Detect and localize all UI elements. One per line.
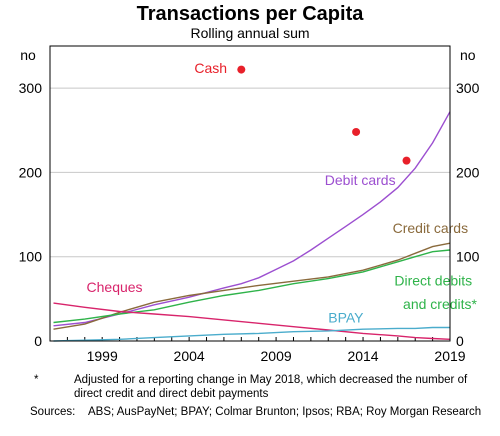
y-tick-left-100: 100 <box>19 249 43 265</box>
series-label-credit: Credit cards <box>393 220 468 236</box>
series-labels: Debit cards Credit cards Direct debits and … <box>87 60 478 325</box>
x-tick-2009: 2009 <box>261 348 292 364</box>
cash-point <box>237 65 246 74</box>
x-tick-2014: 2014 <box>347 348 378 364</box>
y-tick-left-300: 300 <box>19 80 43 96</box>
y-unit-left: no <box>20 47 36 63</box>
series-label-debit: Debit cards <box>325 172 396 188</box>
series-line-bpay <box>53 326 450 342</box>
sources: Sources: ABS; AusPayNet; BPAY; Colmar Br… <box>30 405 490 419</box>
sources-label: Sources: <box>30 406 76 418</box>
cash-point <box>352 127 361 136</box>
series-label-cash: Cash <box>194 60 227 76</box>
x-tick-2004: 2004 <box>174 348 205 364</box>
x-tick-1999: 1999 <box>87 348 118 364</box>
series-label-cheques: Cheques <box>87 279 143 295</box>
series-label-bpay: BPAY <box>328 309 364 325</box>
series-line-cheques <box>53 302 451 340</box>
x-tick-2019: 2019 <box>434 348 465 364</box>
footnote-text: Adjusted for a reporting change in May 2… <box>74 374 468 400</box>
series-line-debit <box>53 111 451 327</box>
cash-point <box>402 156 411 165</box>
y-tick-right-200: 200 <box>456 164 480 180</box>
series-line-credit <box>53 242 451 330</box>
series-label-direct-2: and credits* <box>403 296 477 312</box>
series-label-direct: Direct debits <box>394 272 472 288</box>
series-layer <box>53 65 451 342</box>
y-tick-left-0: 0 <box>34 333 42 349</box>
y-tick-right-0: 0 <box>456 333 464 349</box>
y-unit-right: no <box>460 47 476 63</box>
footnote: * Adjusted for a reporting change in May… <box>30 373 490 401</box>
sources-text: ABS; AusPayNet; BPAY; Colmar Brunton; Ip… <box>88 406 482 418</box>
footnote-marker: * <box>34 374 39 386</box>
chart-title: Transactions per Capita <box>137 3 365 25</box>
plot-frame <box>49 45 451 342</box>
y-tick-right-100: 100 <box>456 249 480 265</box>
series-line-direct <box>53 249 451 324</box>
chart-subtitle: Rolling annual sum <box>190 25 309 41</box>
y-tick-left-200: 200 <box>19 164 43 180</box>
y-tick-right-300: 300 <box>456 80 480 96</box>
grid <box>50 87 450 258</box>
notes: * Adjusted for a reporting change in May… <box>30 373 490 419</box>
axis-ticks: 0 0 100 100 200 200 300 300 1999 2004 2009 2014 2019 <box>19 80 480 364</box>
chart: Transactions per Capita Rolling annual s… <box>19 3 480 364</box>
